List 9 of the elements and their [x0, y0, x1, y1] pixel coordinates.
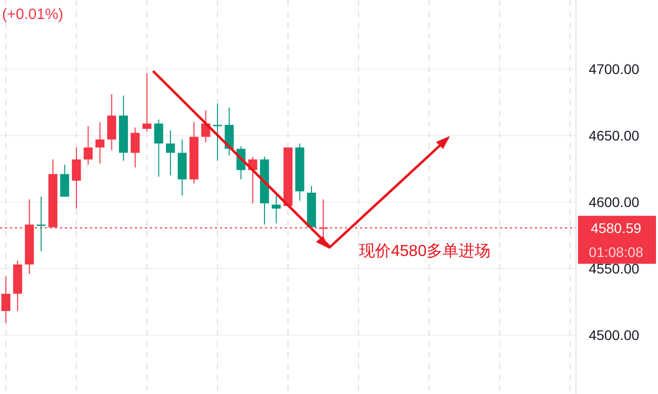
annotation: 现价4580多单进场 [359, 242, 491, 260]
y-tick-label: 4700.00 [588, 61, 640, 78]
y-tick-label: 4550.00 [588, 260, 640, 276]
y-tick-label: 4500.00 [588, 326, 640, 343]
text: 01:08:08 [588, 244, 644, 260]
y-tick-label: 4650.00 [588, 128, 640, 144]
annotation: (+0.01%) [2, 6, 64, 23]
y-tick-label: 4600.00 [588, 194, 640, 210]
ref-line-label: 4580.59 [590, 220, 642, 236]
